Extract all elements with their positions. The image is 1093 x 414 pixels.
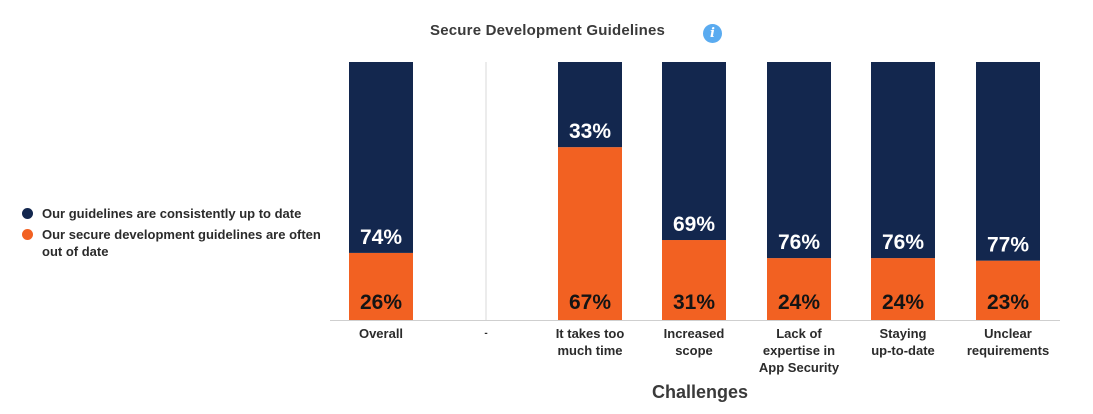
data-label-up-to-date: 77% bbox=[987, 234, 1029, 257]
bar-up-to-date[interactable] bbox=[871, 62, 935, 259]
legend-dot-navy-icon bbox=[22, 208, 33, 219]
bar-out-of-date[interactable] bbox=[976, 260, 1040, 320]
data-label-out-of-date: 31% bbox=[673, 291, 715, 314]
bar-up-to-date[interactable] bbox=[349, 62, 413, 253]
data-label-out-of-date: 23% bbox=[987, 291, 1029, 314]
category-tick-line: Lack of bbox=[776, 326, 822, 341]
bar-up-to-date[interactable] bbox=[558, 62, 622, 148]
category-tick-label: - bbox=[431, 325, 541, 342]
legend-item-up-to-date[interactable]: Our guidelines are consistently up to da… bbox=[22, 205, 322, 222]
legend-dot-orange-icon bbox=[22, 229, 33, 240]
data-label-out-of-date: 26% bbox=[360, 291, 402, 314]
data-label-up-to-date: 76% bbox=[778, 231, 820, 254]
bar-out-of-date[interactable] bbox=[349, 252, 413, 320]
category-tick-line: up-to-date bbox=[871, 343, 935, 358]
category-tick-line: - bbox=[484, 328, 488, 339]
bar-out-of-date[interactable] bbox=[662, 240, 726, 320]
category-tick-label: It takes too much time bbox=[535, 325, 645, 359]
category-tick-line: scope bbox=[675, 343, 713, 358]
legend-item-out-of-date[interactable]: Our secure development guidelines are of… bbox=[22, 226, 322, 260]
category-tick-line: Unclear bbox=[984, 326, 1032, 341]
category-tick-line: It takes too bbox=[555, 326, 625, 341]
data-label-out-of-date: 24% bbox=[778, 291, 820, 314]
data-label-up-to-date: 69% bbox=[673, 213, 715, 236]
data-label-up-to-date: 76% bbox=[882, 231, 924, 254]
data-label-out-of-date: 24% bbox=[882, 291, 924, 314]
bar-out-of-date[interactable] bbox=[558, 147, 622, 320]
category-tick-line: Staying bbox=[879, 326, 927, 341]
category-tick-label: Unclear requirements bbox=[953, 325, 1063, 359]
info-icon[interactable]: i bbox=[703, 24, 722, 43]
category-tick-line: App Security bbox=[758, 360, 840, 375]
chart-title: Secure Development Guidelines bbox=[430, 22, 666, 39]
data-label-out-of-date: 67% bbox=[569, 291, 611, 314]
category-tick-label: Increased scope bbox=[639, 325, 749, 359]
category-tick-label: Overall bbox=[326, 325, 436, 342]
bar-up-to-date[interactable] bbox=[976, 62, 1040, 261]
data-label-up-to-date: 74% bbox=[360, 226, 402, 249]
data-label-up-to-date: 33% bbox=[569, 120, 611, 143]
category-tick-label: Staying up-to-date bbox=[848, 325, 958, 359]
category-tick-line: Overall bbox=[358, 326, 404, 341]
x-axis-title: Challenges bbox=[651, 382, 749, 402]
category-tick-line: expertise in bbox=[762, 343, 836, 358]
bar-out-of-date[interactable] bbox=[767, 258, 831, 320]
category-tick-line: Increased bbox=[663, 326, 725, 341]
bar-up-to-date[interactable] bbox=[767, 62, 831, 259]
legend-label: Our secure development guidelines are of… bbox=[42, 227, 321, 259]
category-tick-line: much time bbox=[557, 343, 623, 358]
legend-label: Our guidelines are consistently up to da… bbox=[42, 206, 302, 221]
legend: Our guidelines are consistently up to da… bbox=[22, 205, 322, 264]
category-tick-line: requirements bbox=[966, 343, 1050, 358]
category-tick-label: Lack of expertise in App Security bbox=[744, 325, 854, 376]
bar-up-to-date[interactable] bbox=[662, 62, 726, 241]
bar-out-of-date[interactable] bbox=[871, 258, 935, 320]
